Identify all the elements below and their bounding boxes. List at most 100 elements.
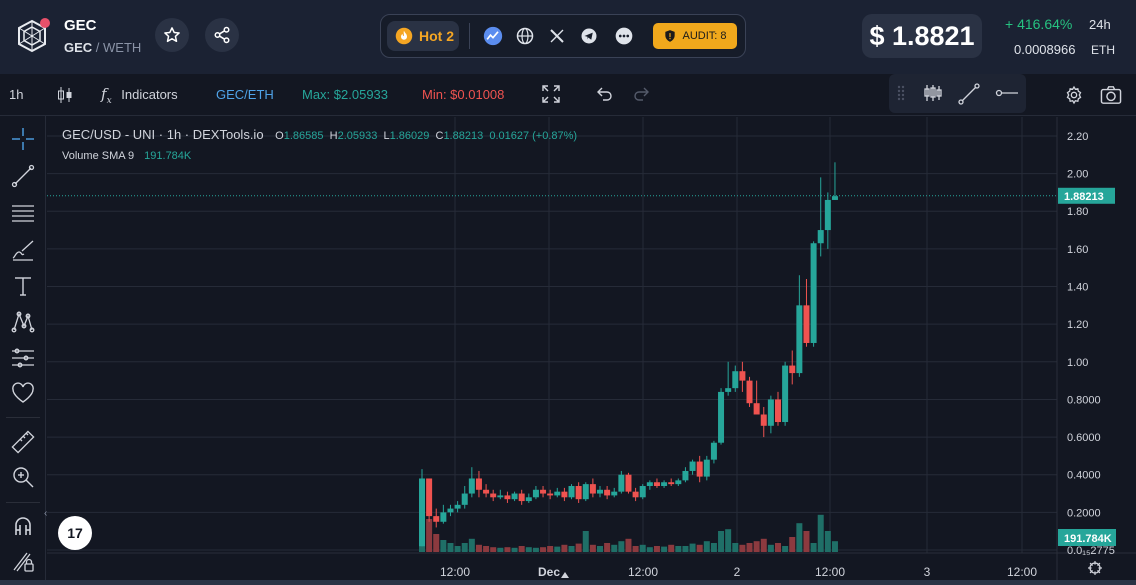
volume-bar [710, 543, 717, 552]
collapse-sidebar-icon[interactable]: ‹ [44, 508, 48, 519]
legend-change: 0.01627 (+0.87%) [489, 130, 578, 142]
indicators-label: Indicators [121, 87, 178, 102]
fullscreen-button[interactable] [542, 85, 560, 106]
y-tick-label: 0.4000 [1067, 470, 1101, 482]
candle-body [710, 442, 717, 460]
y-tick-label: 0.8000 [1067, 394, 1101, 406]
candle-type-button[interactable] [57, 86, 73, 107]
volume-bar [511, 547, 518, 552]
candle-body [739, 371, 746, 381]
line-tool-icon [11, 164, 35, 188]
more-button[interactable] [613, 25, 635, 47]
volume-bar [618, 541, 625, 552]
legend-close: 1.88213 [443, 130, 484, 142]
x-tick-label: 3 [924, 565, 931, 579]
token-pair: GEC / WETH [64, 40, 141, 55]
volume-bar [447, 543, 454, 552]
candle-body [689, 461, 696, 471]
candle-body [653, 482, 660, 487]
lock-draw-tool[interactable] [10, 548, 36, 574]
volume-legend: Volume SMA 9 191.784K [62, 150, 191, 162]
redo-button[interactable] [633, 86, 651, 105]
candle-body [668, 482, 675, 485]
y-tick-label: 1.60 [1067, 244, 1088, 256]
indicators-button[interactable]: fx Indicators [101, 85, 178, 106]
price-chart[interactable]: 2.20 2.00 1.80 1.60 1.40 1.20 1.00 0.8000 0.6000… [47, 117, 1136, 585]
interval-button[interactable]: 1h [9, 87, 24, 102]
legend-l-label: L [383, 130, 390, 142]
website-link[interactable] [514, 25, 536, 47]
candle-body [447, 508, 454, 513]
candle-body [718, 391, 725, 443]
measure-tool[interactable] [10, 429, 36, 455]
bars-template-icon[interactable] [923, 83, 943, 103]
x-tick-label: 12:00 [440, 565, 470, 579]
trendline-tool[interactable] [10, 163, 36, 189]
candle-body [696, 461, 703, 477]
volume-bar [675, 546, 682, 552]
candle-body [824, 199, 831, 231]
pair-separator: / [92, 40, 104, 55]
candle-body [419, 478, 425, 547]
favorites-tool[interactable] [10, 380, 36, 406]
volume-bar [611, 544, 618, 552]
horizontal-line-icon[interactable] [995, 86, 1019, 100]
volume-bar [490, 547, 497, 552]
volume-bar [775, 543, 781, 552]
crosshair-tool[interactable] [10, 126, 36, 152]
screenshot-button[interactable] [1100, 85, 1122, 108]
prediction-tool[interactable] [10, 345, 36, 371]
telegram-link[interactable] [578, 25, 600, 47]
x-tick-label: 12:00 [1007, 565, 1037, 579]
gec-logo [14, 18, 50, 54]
volume-bar [696, 544, 703, 552]
brush-tool[interactable] [10, 237, 36, 263]
candle-body [725, 388, 732, 392]
share-icon [214, 26, 230, 44]
hot-badge[interactable]: Hot 2 [387, 21, 459, 51]
volume-bar [789, 537, 796, 552]
fib-tool[interactable] [10, 200, 36, 226]
magnet-tool[interactable] [10, 513, 36, 539]
candle-body [497, 495, 504, 498]
candle-body [511, 493, 518, 500]
volume-bar [831, 541, 838, 552]
pill-divider [469, 23, 470, 49]
tradingview-logo[interactable]: 17 [58, 516, 92, 550]
sidebar-divider [6, 417, 40, 418]
volume-bar [554, 546, 561, 552]
price-change: + 416.64% [1005, 16, 1073, 32]
volume-bar [682, 546, 689, 552]
candles-icon [58, 87, 72, 103]
trend-line-icon[interactable] [958, 83, 980, 105]
candle-body [604, 489, 611, 496]
candle-body [468, 478, 475, 494]
candle-body [611, 491, 618, 496]
candle-body [789, 365, 796, 374]
text-tool[interactable] [10, 273, 36, 299]
y-tick-label: 1.40 [1067, 282, 1088, 294]
volume-bar [468, 538, 475, 552]
pencil-lock-icon [13, 552, 34, 572]
symbol-button[interactable]: GEC/ETH [216, 87, 274, 102]
chart-link[interactable] [482, 25, 504, 47]
zoom-tool[interactable] [10, 464, 36, 490]
candle-body [483, 489, 490, 494]
timescale-settings-icon-center [1091, 564, 1099, 572]
drag-handle-icon[interactable] [897, 85, 905, 101]
undo-button[interactable] [595, 86, 613, 105]
share-button[interactable] [205, 18, 239, 52]
prediction-icon [12, 348, 34, 368]
volume-bar [582, 531, 589, 552]
favorite-button[interactable] [155, 18, 189, 52]
candle-body [547, 493, 554, 496]
volume-bar [568, 546, 575, 552]
candle-body [703, 459, 710, 477]
volume-bar [625, 538, 632, 552]
candle-body [589, 484, 596, 494]
audit-badge[interactable]: AUDIT: 8 [653, 23, 737, 49]
pattern-tool[interactable] [10, 309, 36, 335]
x-link[interactable] [546, 25, 568, 47]
settings-button[interactable] [1064, 85, 1084, 108]
volume-bar [604, 543, 611, 552]
